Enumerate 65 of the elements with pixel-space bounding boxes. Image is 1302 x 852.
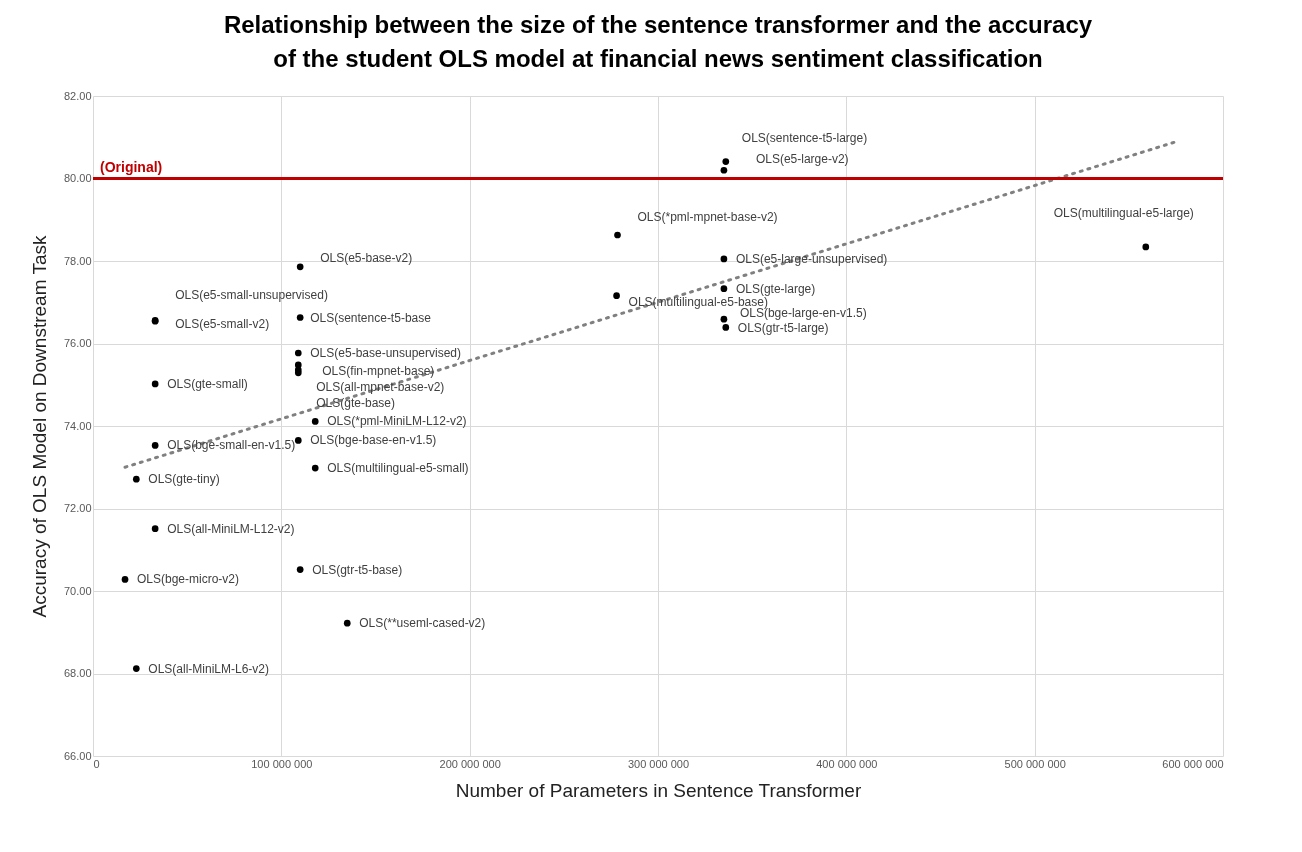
point [311, 464, 319, 472]
x-axis-title: Number of Parameters in Sentence Transformer [455, 779, 862, 801]
y-tick-label: 70.00 [63, 584, 92, 597]
annotation: OLS(e5-small-v2) [175, 317, 270, 332]
point [720, 315, 728, 323]
point [151, 442, 159, 449]
point [613, 292, 620, 299]
y-tick-label: 66.00 [63, 749, 92, 762]
x-tick-label: 400 000 000 [816, 757, 878, 770]
point [296, 566, 304, 573]
y-tick-label: 82.00 [63, 89, 92, 102]
annotation: OLS(bge-micro-v2) [137, 572, 240, 587]
annotation: OLS(all-MiniLM-L6-v2) [148, 661, 270, 676]
annotation: OLS(gtr-t5-base) [312, 562, 403, 577]
y-tick-label: 78.00 [63, 254, 92, 267]
point [720, 285, 728, 292]
annotation: OLS(all-MiniLM-L12-v2) [167, 521, 295, 536]
annotation: OLS(*pml-mpnet-base-v2) [637, 210, 778, 225]
point [151, 380, 159, 388]
annotation: OLS(e5-base-unsupervised) [310, 345, 462, 360]
y-tick-label: 80.00 [63, 172, 92, 184]
point [311, 418, 319, 425]
point [296, 263, 304, 271]
annotation: OLS(sentence-t5-base [310, 310, 432, 325]
point [722, 158, 730, 165]
annotation: OLS(gte-small) [167, 376, 248, 391]
annotation: OLS(bge-base-en-v1.5) [310, 433, 437, 448]
x-tick-label: 100 000 000 [251, 757, 313, 770]
point [343, 619, 351, 627]
x-tick-label: 600 000 000 [1162, 757, 1224, 770]
annotation: OLS(fin-mpnet-base) [322, 363, 435, 378]
y-tick-label: 72.00 [63, 502, 92, 514]
x-tick-label: 200 000 000 [439, 757, 501, 770]
point [1142, 243, 1150, 251]
annotation: OLS(gte-tiny) [148, 472, 220, 487]
annotation: OLS(**useml-cased-v2) [359, 616, 486, 631]
y-tick-label: 76.00 [63, 337, 92, 349]
point [151, 525, 159, 533]
annotation: OLS(e5-large-v2) [755, 152, 849, 167]
annotation: OLS(e5-base-v2) [320, 250, 413, 265]
point [132, 475, 140, 483]
point [720, 255, 728, 263]
annotation: OLS(multilingual-e5-large) [1053, 205, 1194, 220]
x-tick-label: 300 000 000 [627, 757, 690, 770]
point [121, 576, 129, 583]
point [614, 231, 621, 239]
point [296, 314, 304, 321]
annotation: OLS(multilingual-e5-small) [327, 461, 469, 476]
point [294, 349, 302, 357]
y-axis-title: Accuracy of OLS Model on Downstream Task [28, 235, 50, 618]
annotation: OLS(gte-large) [735, 281, 816, 296]
chart-title: Relationship between the size of the sentence transformer and the accuracy of the student OLS model at financial news sentiment classification [223, 11, 1093, 72]
y-tick-label: 68.00 [63, 667, 92, 679]
x-tick-label: 500 000 000 [1004, 757, 1066, 770]
point [294, 437, 302, 444]
annotation: OLS(*pml-MiniLM-L12-v2) [327, 414, 467, 429]
annotation: OLS(gtr-t5-large) [737, 321, 829, 336]
annotation: OLS(sentence-t5-large) [741, 130, 868, 145]
point [722, 324, 730, 331]
point [720, 166, 728, 174]
annotation: OLS(e5-small-unsupervised) [175, 288, 328, 303]
point [132, 665, 140, 672]
x-tick-label: 0 [93, 757, 100, 770]
ref-line-label: (Original) [100, 158, 163, 175]
y-tick-label: 74.00 [63, 419, 92, 432]
